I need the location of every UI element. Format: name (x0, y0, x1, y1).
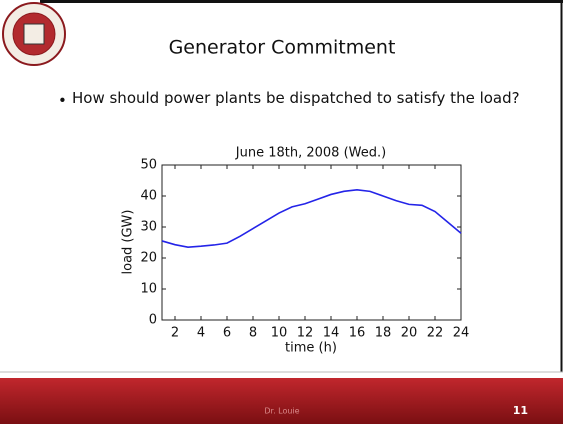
slide-title: Generator Commitment (169, 37, 396, 59)
y-tick-label: 0 (149, 313, 157, 328)
x-tick-label: 16 (349, 326, 366, 341)
footer-bar (0, 378, 563, 424)
x-tick-label: 2 (171, 326, 179, 341)
bullet-text: How should power plants be dispatched to… (72, 89, 520, 107)
y-tick-label: 10 (140, 282, 157, 297)
y-tick-label: 40 (140, 189, 157, 204)
load-line (161, 188, 462, 248)
x-tick-label: 12 (297, 326, 314, 341)
y-tick-label: 20 (140, 251, 157, 266)
bullet-box: How should power plants be dispatched to… (72, 89, 520, 107)
page-number: 11 (513, 404, 528, 417)
x-tick-label: 10 (271, 326, 288, 341)
y-tick-label: 50 (140, 158, 157, 173)
plot-frame (161, 164, 462, 321)
x-tick-label: 6 (223, 326, 231, 341)
chart-title: June 18th, 2008 (Wed.) (235, 146, 386, 161)
x-tick-label: 24 (453, 326, 470, 341)
logo (2, 2, 66, 66)
x-tick-label: 8 (249, 326, 257, 341)
bullet-mark: • (58, 92, 67, 110)
footer-text: Dr. Louie (264, 407, 299, 416)
y-tick-label: 30 (140, 220, 157, 235)
x-tick-label: 18 (375, 326, 392, 341)
y-axis-label: load (GW) (121, 210, 136, 275)
x-tick-label: 20 (401, 326, 418, 341)
x-axis-label: time (h) (285, 341, 337, 356)
x-tick-label: 14 (323, 326, 340, 341)
x-tick-label: 4 (197, 326, 205, 341)
x-tick-label: 22 (427, 326, 444, 341)
